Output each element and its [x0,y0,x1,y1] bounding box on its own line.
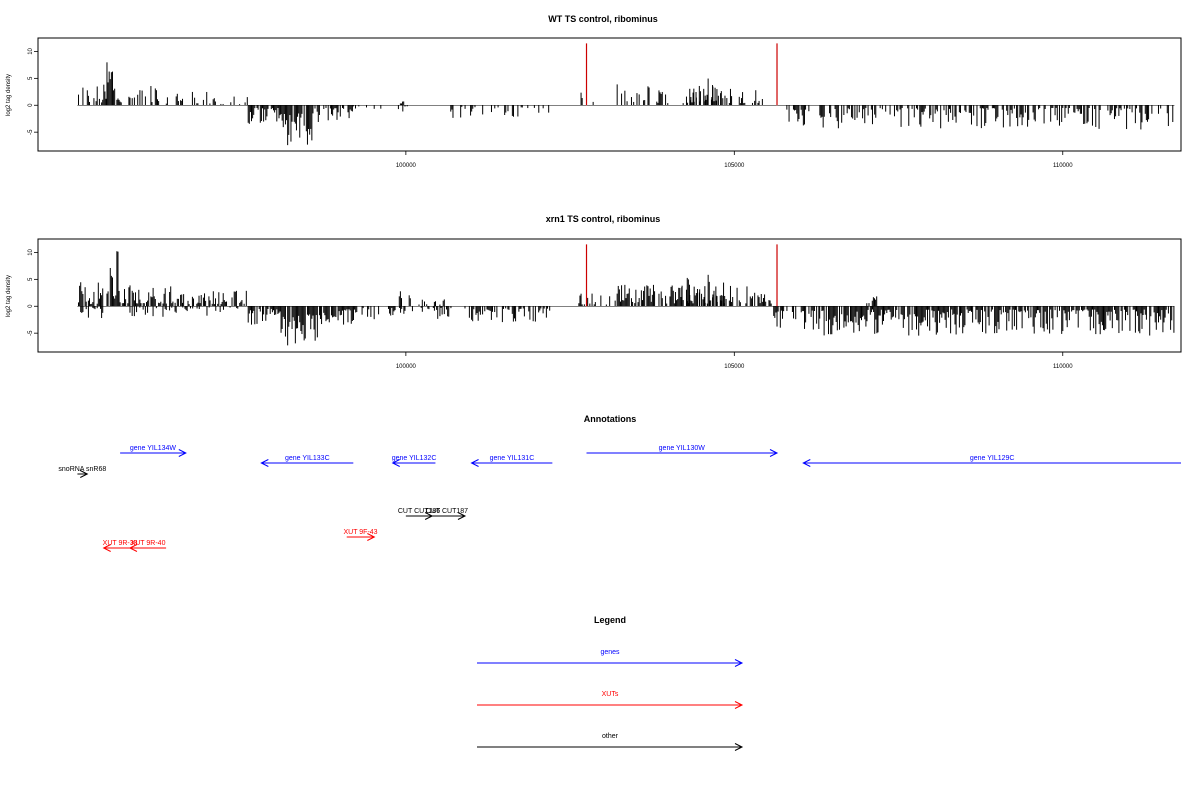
annotation-feature: gene YIL134W [120,445,187,457]
legend-arrowhead [734,701,744,709]
feature-arrowhead [802,459,811,467]
annotation-feature: CUT CUT187 [426,508,468,520]
feature-arrowhead [178,449,187,457]
feature-label: CUT CUT186 [398,508,440,515]
feature-arrowhead [128,544,138,552]
feature-arrowhead [367,533,376,541]
feature-label: gene YIL129C [970,455,1015,462]
legend-label: other [602,733,619,740]
feature-label: CUT CUT187 [426,508,468,515]
legend-label: genes [600,649,620,656]
x-tick-label: 100000 [396,364,417,370]
feature-arrowhead [470,459,479,467]
feature-arrowhead [260,459,269,467]
x-axis-wt: 100000 105000 110000 [396,151,1073,169]
panel-wt: WT TS control, ribominus -5 0 5 10 log2 tag… [6,14,1182,169]
legend-entry: XUTs [477,691,744,709]
annotation-features: gene YIL134W gene YIL133C gene YIL132C gene… [58,445,1181,552]
x-tick-label: 110000 [1053,364,1073,370]
legend-entries: genes XUTs other [477,649,744,751]
y-tick-label: 10 [28,47,34,54]
x-axis-xrn1: 100000 105000 110000 [396,352,1073,370]
x-tick-label: 105000 [724,163,745,169]
feature-label: XUT 9R-40 [131,540,166,547]
feature-label: gene YIL132C [392,455,437,462]
feature-arrowhead [457,512,467,520]
legend-entry: genes [477,649,744,667]
y-tick-label: 5 [28,76,34,80]
feature-arrowhead [769,449,779,457]
y-tick-label: 0 [28,103,34,107]
feature-label: gene YIL134W [130,445,177,452]
y-axis-xrn1: -5 0 5 10 [28,248,38,336]
legend-arrowhead [734,743,744,751]
feature-label: gene YIL130W [659,445,706,452]
y-axis-label-xrn1: log2 tag density [6,275,12,317]
y-tick-label: -5 [28,129,34,135]
panel-xrn1: xrn1 TS control, ribominus -5 0 5 10 log2 t… [6,214,1182,370]
feature-label: snoRNA snR68 [58,466,106,473]
legend-entry: other [477,733,744,751]
y-tick-label: -5 [28,330,34,336]
annotation-feature: gene YIL131C [470,455,553,467]
annotation-feature: XUT 9F-43 [343,529,378,541]
y-axis-label-wt: log2 tag density [6,74,12,116]
annotation-feature: snoRNA snR68 [58,466,106,478]
feature-arrowhead [80,470,89,478]
plot-frame-wt [37,37,1182,152]
y-tick-label: 10 [28,248,34,255]
legend-title: Legend [594,615,626,625]
feature-arrowhead [391,459,400,467]
legend-arrowhead [734,659,744,667]
annotation-feature: XUT 9R-40 [128,540,167,552]
plot-frame-xrn1 [37,238,1182,353]
feature-label: gene YIL133C [285,455,330,462]
annotation-feature: gene YIL133C [260,455,354,467]
y-tick-label: 0 [28,304,34,308]
bars-wt [77,62,1175,146]
x-tick-label: 105000 [724,364,745,370]
markers-xrn1 [585,244,778,307]
bars-xrn1 [77,251,1175,346]
panel-title-wt: WT TS control, ribominus [548,14,658,24]
annotation-feature: gene YIL130W [586,445,779,457]
annotation-feature: gene YIL129C [802,455,1181,467]
feature-label: XUT 9F-43 [343,529,377,536]
feature-label: XUT 9R-38 [103,540,138,547]
y-tick-label: 5 [28,277,34,281]
annotations-title: Annotations [584,414,637,424]
x-tick-label: 100000 [396,163,417,169]
panel-title-xrn1: xrn1 TS control, ribominus [546,214,661,224]
feature-arrowhead [102,544,111,552]
annotation-feature: gene YIL132C [391,455,437,467]
x-tick-label: 110000 [1053,163,1073,169]
legend-label: XUTs [602,691,619,698]
markers-wt [585,43,778,106]
y-axis-wt: -5 0 5 10 [28,47,38,135]
feature-label: gene YIL131C [490,455,535,462]
legend-panel: Legend genes XUTs other [477,615,744,751]
